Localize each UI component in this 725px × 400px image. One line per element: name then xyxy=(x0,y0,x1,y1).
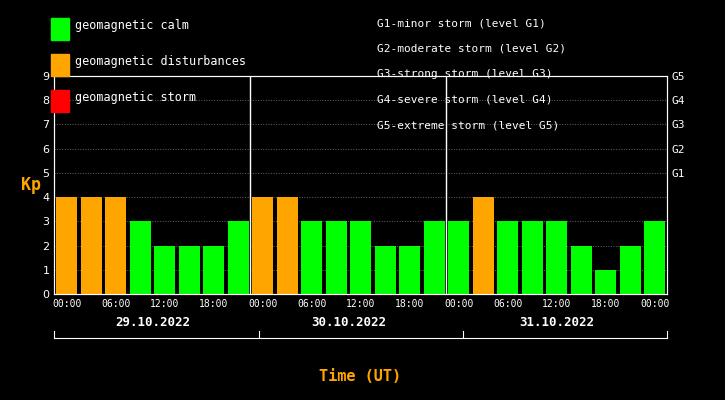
Text: G4-severe storm (level G4): G4-severe storm (level G4) xyxy=(377,95,552,105)
Bar xyxy=(57,197,77,294)
Text: geomagnetic disturbances: geomagnetic disturbances xyxy=(75,56,246,68)
Bar xyxy=(228,221,249,294)
Bar xyxy=(80,197,102,294)
Text: Time (UT): Time (UT) xyxy=(319,369,402,384)
Bar xyxy=(497,221,518,294)
Bar xyxy=(105,197,126,294)
Bar xyxy=(326,221,347,294)
Bar xyxy=(645,221,665,294)
Bar xyxy=(399,246,420,294)
Bar xyxy=(252,197,273,294)
Bar xyxy=(448,221,469,294)
Bar xyxy=(350,221,371,294)
Bar xyxy=(620,246,641,294)
Bar xyxy=(522,221,542,294)
Text: 31.10.2022: 31.10.2022 xyxy=(519,316,594,328)
Text: G1-minor storm (level G1): G1-minor storm (level G1) xyxy=(377,18,546,28)
Text: G3-strong storm (level G3): G3-strong storm (level G3) xyxy=(377,69,552,79)
Bar xyxy=(179,246,199,294)
Text: 30.10.2022: 30.10.2022 xyxy=(311,316,386,328)
Text: geomagnetic storm: geomagnetic storm xyxy=(75,92,196,104)
Text: G5-extreme storm (level G5): G5-extreme storm (level G5) xyxy=(377,120,559,130)
Bar xyxy=(154,246,175,294)
Bar xyxy=(473,197,494,294)
Bar xyxy=(277,197,297,294)
Bar xyxy=(547,221,567,294)
Bar xyxy=(302,221,322,294)
Text: G2-moderate storm (level G2): G2-moderate storm (level G2) xyxy=(377,44,566,54)
Y-axis label: Kp: Kp xyxy=(21,176,41,194)
Bar xyxy=(130,221,151,294)
Bar xyxy=(595,270,616,294)
Bar xyxy=(571,246,592,294)
Bar xyxy=(203,246,224,294)
Bar xyxy=(424,221,444,294)
Text: geomagnetic calm: geomagnetic calm xyxy=(75,20,188,32)
Bar xyxy=(375,246,396,294)
Text: 29.10.2022: 29.10.2022 xyxy=(115,316,190,328)
